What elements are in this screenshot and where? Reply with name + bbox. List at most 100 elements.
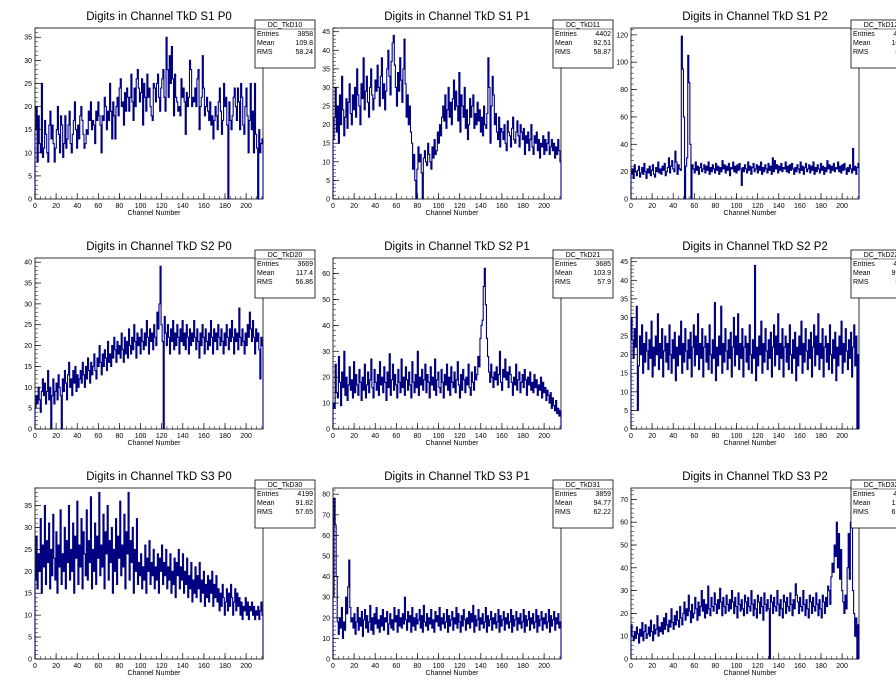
y-tick-label: 30 <box>24 301 32 308</box>
y-tick-label: 20 <box>24 569 32 576</box>
histogram-svg: Digits in Channel TkD S3 P10 20 40 60 80 100 1… <box>322 471 614 677</box>
histogram-pad: Digits in Channel TkD S1 P1 0 20 40 60 80 100 1… <box>298 0 614 230</box>
histogram-series <box>332 34 562 200</box>
y-tick-label: 35 <box>24 281 32 288</box>
x-tick-label: 140 <box>177 663 189 670</box>
x-tick-label: 180 <box>219 663 231 670</box>
y-tick-label: 20 <box>24 104 32 111</box>
histogram-pad: Digits in Channel TkD S2 P0 0 20 40 60 80 100 1… <box>0 230 316 460</box>
x-tick-label: 160 <box>198 433 210 440</box>
x-tick-label: 180 <box>815 203 827 210</box>
stats-key: Entries <box>257 261 279 268</box>
stats-value: 101.8 <box>891 40 896 47</box>
y-tick-label: 60 <box>322 271 330 278</box>
x-tick-label: 100 <box>731 203 743 210</box>
x-tick-label: 20 <box>350 663 358 670</box>
y-tick-label: 100 <box>616 60 628 67</box>
histogram-svg: Digits in Channel TkD S2 P20 20 40 60 80 100 1… <box>620 241 896 447</box>
x-tick-label: 80 <box>414 433 422 440</box>
y-tick-label: 20 <box>620 169 628 176</box>
y-tick-label: 40 <box>620 565 628 572</box>
y-tick-label: 80 <box>322 492 330 499</box>
y-tick-label: 70 <box>620 497 628 504</box>
y-tick-label: 5 <box>28 406 32 413</box>
stats-header: DC_TkD21 <box>566 252 601 259</box>
y-tick-label: 30 <box>24 58 32 65</box>
y-tick-label: 0 <box>28 197 32 204</box>
stats-value: 92.51 <box>593 40 611 47</box>
stats-key: Mean <box>555 270 573 277</box>
y-tick-label: 10 <box>24 385 32 392</box>
stats-key: Mean <box>257 270 275 277</box>
y-tick-label: 40 <box>322 574 330 581</box>
y-tick-label: 20 <box>322 615 330 622</box>
stats-key: Entries <box>555 491 577 498</box>
x-tick-label: 120 <box>752 203 764 210</box>
y-tick-label: 15 <box>24 364 32 371</box>
plot-title: Digits in Channel TkD S2 P0 <box>86 241 232 253</box>
x-tick-label: 80 <box>712 203 720 210</box>
stats-header: DC_TkD31 <box>566 482 601 489</box>
y-tick-label: 120 <box>616 32 628 39</box>
stats-key: Entries <box>555 31 577 38</box>
x-tick-label: 100 <box>135 433 147 440</box>
stats-header: DC_TkD11 <box>566 22 600 29</box>
stats-key: RMS <box>257 509 273 516</box>
stats-header: DC_TkD32 <box>864 482 896 489</box>
x-tick-label: 20 <box>52 663 60 670</box>
x-tick-label: 40 <box>371 203 379 210</box>
x-tick-label: 20 <box>648 433 656 440</box>
histogram-series <box>630 35 860 200</box>
y-tick-label: 40 <box>322 48 330 55</box>
stats-value: 109.8 <box>295 40 313 47</box>
x-tick-label: 80 <box>116 433 124 440</box>
y-tick-label: 0 <box>624 657 628 664</box>
x-tick-label: 180 <box>517 433 529 440</box>
stats-value: 4199 <box>297 491 313 498</box>
y-tick-label: 35 <box>322 66 330 73</box>
stats-value: 94.77 <box>593 500 611 507</box>
x-tick-label: 180 <box>517 203 529 210</box>
stats-value: 4405 <box>893 491 896 498</box>
x-tick-label: 80 <box>712 663 720 670</box>
x-tick-label: 80 <box>116 203 124 210</box>
x-tick-label: 0 <box>33 203 37 210</box>
x-tick-label: 80 <box>414 203 422 210</box>
histogram-series <box>34 265 264 430</box>
x-tick-label: 40 <box>73 203 81 210</box>
y-tick-label: 30 <box>620 588 628 595</box>
stats-value: 121.2 <box>891 500 896 507</box>
x-tick-label: 40 <box>669 433 677 440</box>
y-tick-label: 25 <box>24 81 32 88</box>
y-tick-label: 5 <box>326 178 330 185</box>
y-tick-label: 35 <box>24 35 32 42</box>
stats-box-frame <box>850 249 896 299</box>
plot-frame <box>332 487 562 660</box>
y-tick-label: 60 <box>322 533 330 540</box>
x-tick-label: 60 <box>690 433 698 440</box>
stats-box-frame <box>552 249 614 299</box>
y-tick-label: 5 <box>624 408 628 415</box>
histogram-series <box>332 497 562 659</box>
y-tick-label: 0 <box>28 427 32 434</box>
histogram-svg: Digits in Channel TkD S1 P00 20 40 60 80 100 1… <box>24 11 316 217</box>
x-tick-label: 0 <box>331 203 335 210</box>
x-tick-label: 200 <box>836 203 848 210</box>
histogram-svg: Digits in Channel TkD S3 P00 20 40 60 80 100 1… <box>24 471 316 677</box>
x-tick-label: 100 <box>135 203 147 210</box>
histogram-svg: Digits in Channel TkD S1 P10 20 40 60 80 100 1… <box>322 11 614 217</box>
x-tick-label: 180 <box>219 203 231 210</box>
stats-value: 62.22 <box>593 509 611 516</box>
x-tick-label: 0 <box>331 433 335 440</box>
y-tick-label: 50 <box>620 543 628 550</box>
x-tick-label: 180 <box>219 433 231 440</box>
y-tick-label: 30 <box>322 85 330 92</box>
x-tick-label: 160 <box>794 663 806 670</box>
x-tick-label: 160 <box>496 663 508 670</box>
stats-key: RMS <box>555 279 571 286</box>
x-tick-label: 140 <box>475 203 487 210</box>
stats-value: 99.83 <box>891 270 896 277</box>
plot-frame <box>332 257 562 430</box>
y-tick-label: 0 <box>28 657 32 664</box>
y-tick-label: 0 <box>624 197 628 204</box>
